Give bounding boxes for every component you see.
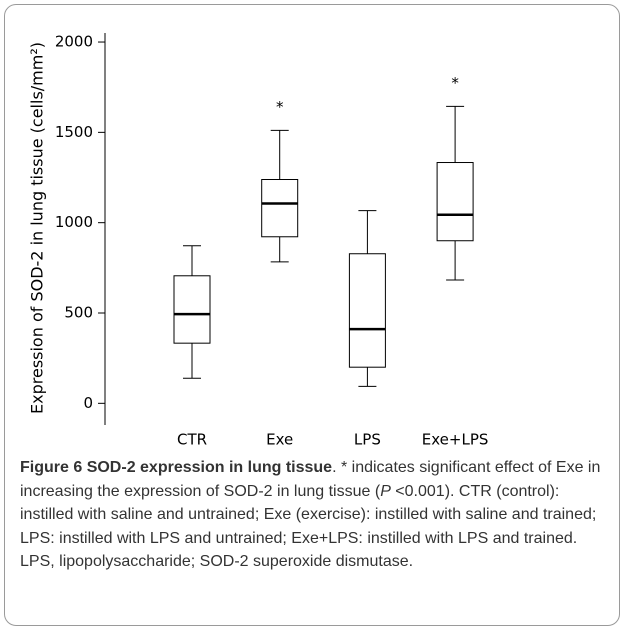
- y-axis-label: Expression of SOD-2 in lung tissue (cell…: [28, 42, 47, 414]
- chart: Expression of SOD-2 in lung tissue (cell…: [28, 33, 489, 449]
- annotation: *: [276, 98, 284, 116]
- x-tick-label: Exe+LPS: [422, 431, 489, 449]
- y-tick-label: 1500: [55, 123, 93, 141]
- caption-text: <0.001). CTR (control): instilled with s…: [20, 482, 597, 571]
- y-tick-label: 1000: [55, 213, 93, 231]
- x-tick-label: CTR: [177, 431, 207, 449]
- caption-figure: Figure 6: [20, 459, 83, 476]
- box: [261, 179, 299, 238]
- caption-italic: P: [380, 482, 391, 500]
- y-tick-label: 0: [83, 394, 93, 412]
- caption-title: SOD-2 expression in lung tissue: [86, 459, 333, 476]
- box: [436, 162, 474, 242]
- x-tick-label: LPS: [354, 431, 381, 449]
- box: [173, 275, 211, 344]
- caption: Figure 6 SOD-2 expression in lung tissue…: [20, 456, 610, 574]
- box: [348, 253, 386, 368]
- annotation: *: [451, 74, 459, 92]
- caption-text: . * indicates significant effect of Exe …: [20, 459, 601, 500]
- x-tick-label: Exe: [266, 431, 293, 449]
- frame: [4, 4, 620, 626]
- y-tick-label: 500: [64, 304, 93, 322]
- y-tick-label: 2000: [55, 33, 93, 51]
